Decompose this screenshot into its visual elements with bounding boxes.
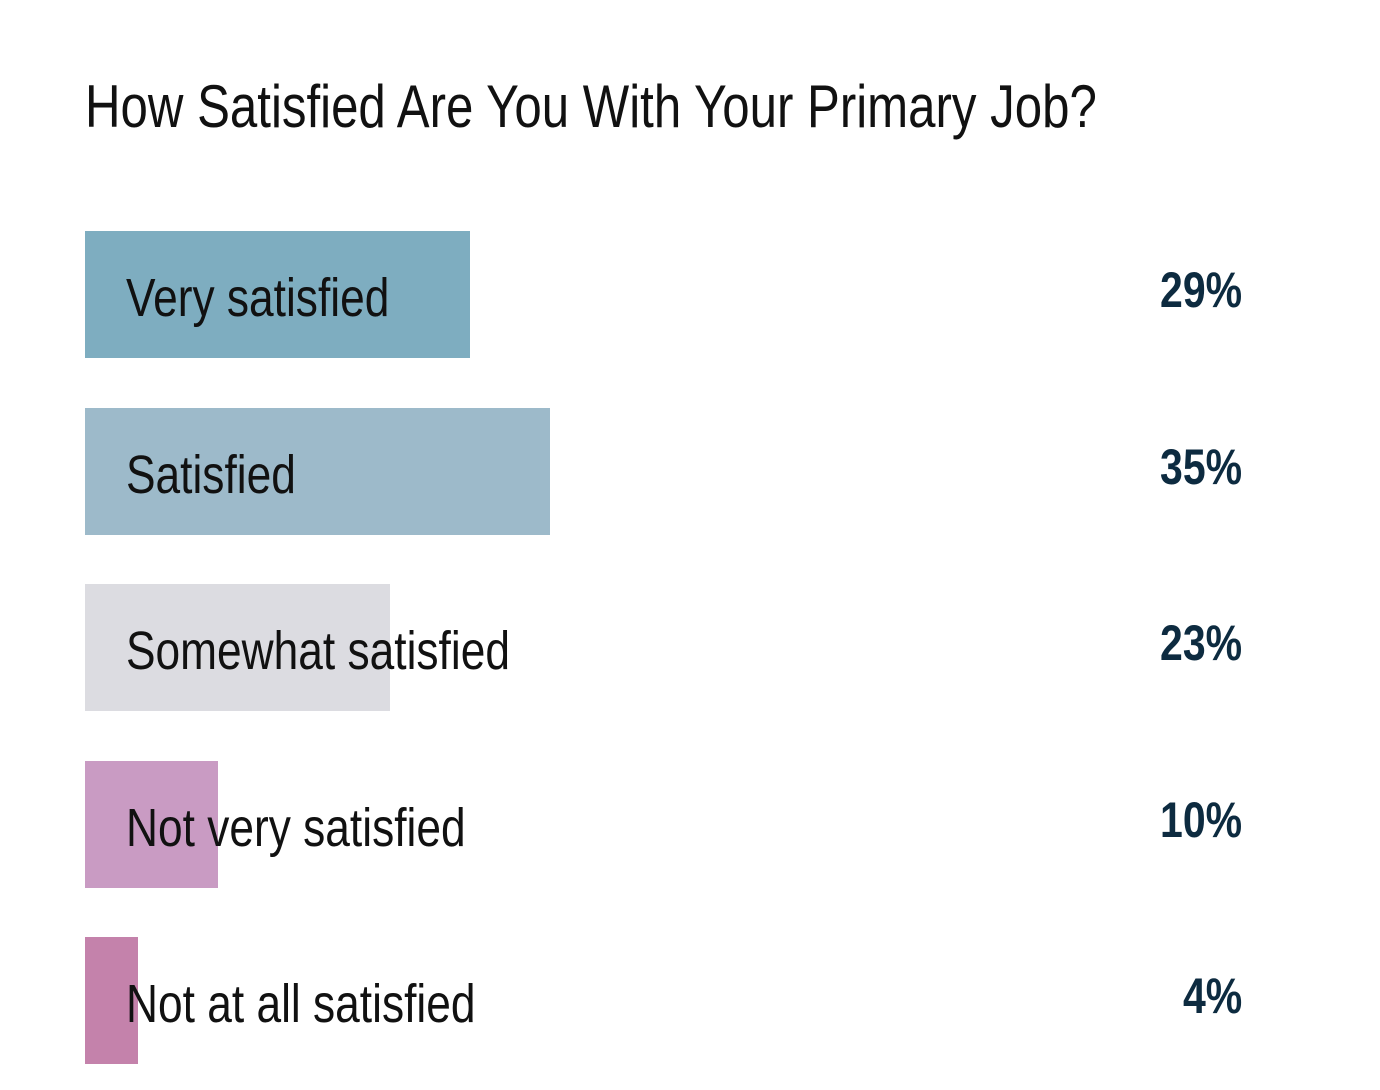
value-label: 29%	[1159, 262, 1242, 318]
bar-row: Not at all satisfied 4%	[85, 937, 1285, 1064]
bar-row: Very satisfied 29%	[85, 231, 1285, 358]
bar	[85, 937, 139, 1064]
value-label: 4%	[1182, 968, 1242, 1024]
value-label: 10%	[1159, 791, 1242, 848]
bar	[85, 407, 550, 535]
category-label: Satisfied	[126, 444, 296, 505]
bar-row: Somewhat satisfied 23%	[85, 584, 1285, 711]
category-label: Very satisfied	[126, 268, 390, 328]
value-label: 35%	[1159, 438, 1242, 495]
category-label: Somewhat satisfied	[126, 621, 510, 681]
bar-row: Not very satisfied 10%	[85, 760, 1285, 888]
category-label: Not at all satisfied	[126, 974, 476, 1034]
bar	[85, 231, 471, 358]
bar	[85, 760, 218, 888]
value-label: 23%	[1159, 615, 1242, 671]
category-label: Not very satisfied	[126, 797, 466, 858]
chart-title: How Satisfied Are You With Your Primary …	[85, 73, 1097, 140]
bar-row: Satisfied 35%	[85, 407, 1285, 535]
bar	[85, 584, 391, 711]
